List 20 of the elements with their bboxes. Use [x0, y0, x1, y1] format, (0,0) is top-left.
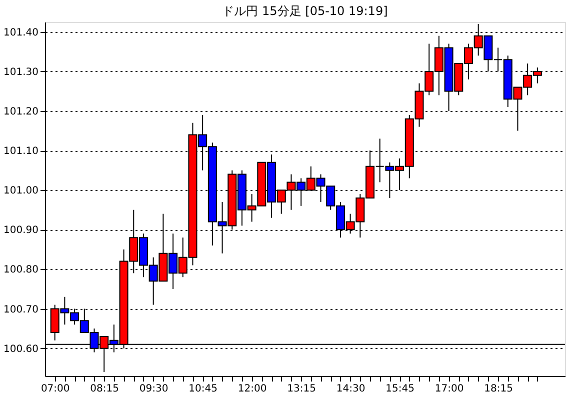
chart-title: ドル円 15分足 [05-10 19:19]: [222, 4, 388, 18]
y-tick-label: 101.40: [4, 27, 38, 38]
y-tick-label: 100.60: [4, 344, 38, 355]
x-tick-label: 17:00: [434, 384, 464, 394]
y-tick-label: 100.70: [4, 304, 38, 316]
y-tick-label: 101.00: [4, 186, 38, 197]
x-tick-label: 14:30: [336, 384, 366, 394]
y-tick-label: 100.80: [4, 264, 38, 276]
x-tick-label: 13:15: [287, 384, 316, 394]
x-tick-label: 18:15: [484, 384, 513, 394]
x-tick-label: 07:00: [40, 384, 70, 394]
y-tick-label: 101.20: [4, 106, 38, 118]
y-tick-label: 101.10: [4, 146, 38, 158]
x-tick-label: 09:30: [139, 384, 168, 394]
y-tick-label: 100.90: [4, 225, 38, 236]
x-tick-label: 15:45: [386, 384, 414, 394]
x-tick-label: 10:45: [188, 384, 218, 394]
y-tick-label: 101.30: [4, 66, 38, 78]
x-tick-label: 08:15: [90, 384, 120, 394]
x-tick-label: 12:00: [238, 384, 267, 394]
